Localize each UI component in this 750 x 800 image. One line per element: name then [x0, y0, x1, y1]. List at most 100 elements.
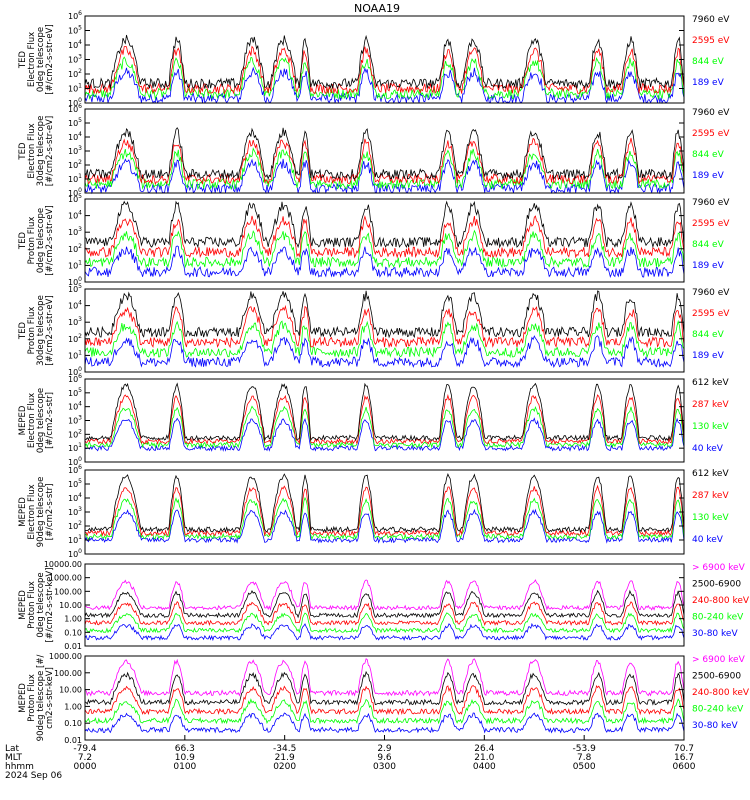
x-tick-mlt: 21.9	[275, 753, 295, 763]
x-tick-lat: 26.4	[474, 744, 494, 754]
legend-entry: 189 eV	[692, 171, 725, 181]
x-tick-mlt: 16.7	[674, 753, 694, 763]
y-tick-label: 101	[68, 83, 82, 94]
series-5-4-line	[84, 417, 685, 452]
y-tick-label: 0.10	[64, 628, 82, 637]
series-5-1-line	[84, 382, 685, 442]
y-axis-label: [#/cm2-s-str]	[45, 392, 55, 449]
legend-entry: > 6900 keV	[692, 563, 746, 573]
series-7-2-line	[84, 589, 685, 619]
y-axis-label: [#/cm2-s-str-eV]	[45, 116, 55, 186]
legend-entry: 30-80 keV	[692, 629, 738, 639]
x-tick-mlt: 21.0	[474, 753, 494, 763]
series-6-1-line	[84, 472, 685, 534]
y-tick-label: 101	[68, 173, 82, 184]
panels: 100 101 102 103 104 105 106 TED Electron Flux 0de…	[18, 10, 750, 745]
y-tick-label: 102	[68, 68, 82, 79]
y-axis-label: cm2-s-str-keV]	[45, 667, 55, 729]
y-tick-label: 102	[68, 159, 82, 170]
series-3-3-line	[84, 229, 685, 269]
legend-entry: 130 keV	[692, 513, 729, 523]
legend-entry: 189 eV	[692, 261, 725, 271]
y-tick-label: 100.00	[54, 587, 82, 596]
series-3-4-line	[84, 245, 685, 279]
y-tick-label: 0.01	[64, 736, 82, 745]
y-axis-label: [#/cm2-s-str]	[45, 484, 55, 541]
x-tick-lat: -34.5	[273, 744, 296, 754]
y-tick-label: 100	[68, 366, 82, 377]
y-tick-label: 100	[68, 97, 82, 108]
y-axis-label: 0deg telescope	[36, 572, 46, 637]
y-tick-label: 10000.00	[44, 560, 82, 569]
y-tick-label: 106	[68, 373, 82, 384]
legend-entry: 287 keV	[692, 400, 729, 410]
legend-entry: 2500-6900	[692, 672, 741, 682]
y-tick-label: 104	[68, 300, 82, 311]
x-tick-hhmm: 0000	[74, 762, 97, 772]
y-tick-label: 103	[68, 506, 82, 517]
y-axis-label: 0deg telescope	[36, 27, 46, 92]
y-axis-label: TED	[18, 142, 28, 161]
x-tick-hhmm: 0300	[373, 762, 396, 772]
series-2-2-line	[84, 137, 685, 186]
y-tick-label: 104	[68, 401, 82, 412]
x-tick-lat: -79.4	[73, 744, 97, 754]
x-tick-mlt: 7.2	[78, 753, 92, 763]
y-axis-label: 30deg telescope	[36, 295, 46, 366]
y-tick-label: 1.00	[64, 702, 82, 711]
panel-5: 100 101 102 103 104 105 106 MEPED Electron Flux 0…	[18, 373, 729, 467]
legend-entry: 7960 eV	[692, 288, 730, 298]
y-tick-label: 104	[68, 131, 82, 142]
y-tick-label: 105	[68, 117, 82, 128]
legend-entry: 80-240 keV	[692, 613, 744, 623]
y-axis-label: Electron Flux	[27, 123, 37, 178]
x-tick-hhmm: 0500	[573, 762, 596, 772]
series-5-2-line	[84, 393, 685, 445]
y-tick-label: 105	[68, 478, 82, 489]
series-8-4-line	[84, 698, 685, 725]
series-4-1-line	[84, 290, 685, 339]
y-axis-label: Proton Flux	[27, 674, 37, 722]
y-tick-label: 100	[68, 276, 82, 287]
y-tick-label: 102	[68, 428, 82, 439]
x-axis-row-label: 2024 Sep 06	[5, 771, 62, 781]
x-tick-hhmm: 0600	[673, 762, 696, 772]
legend-entry: > 6900 keV	[692, 655, 746, 665]
series-7-5-line	[84, 622, 685, 642]
y-tick-label: 106	[68, 103, 82, 114]
y-tick-label: 103	[68, 316, 82, 327]
series-1-3-line	[84, 56, 685, 101]
y-tick-label: 106	[68, 464, 82, 475]
series-3-2-line	[85, 215, 685, 259]
y-axis-label: MEPED	[18, 683, 28, 713]
y-axis-label: MEPED	[18, 497, 28, 527]
legend-entry: 240-800 keV	[692, 688, 750, 698]
y-tick-label: 103	[68, 145, 82, 156]
y-tick-label: 100	[68, 548, 82, 559]
y-tick-label: 1.00	[64, 615, 82, 624]
y-axis-label: MEPED	[18, 590, 28, 620]
series-8-1-line	[84, 658, 685, 697]
legend-entry: 844 eV	[692, 330, 725, 340]
legend-entry: 189 eV	[692, 78, 725, 88]
series-2-3-line	[84, 147, 685, 191]
x-tick-lat: 70.7	[674, 744, 694, 754]
legend-entry: 612 keV	[692, 469, 729, 479]
y-axis-label: Proton Flux	[27, 217, 37, 265]
y-tick-label: 100	[68, 187, 82, 198]
y-axis-label: Proton Flux	[27, 581, 37, 629]
y-tick-label: 102	[68, 333, 82, 344]
x-tick-mlt: 10.9	[175, 753, 195, 763]
y-tick-label: 101	[68, 442, 82, 453]
legend-entry: 7960 eV	[692, 198, 730, 208]
y-tick-label: 101	[68, 349, 82, 360]
series-2-1-line	[84, 127, 685, 181]
y-tick-label: 104	[68, 39, 82, 50]
legend-entry: 844 eV	[692, 150, 725, 160]
y-axis-label: 0deg telescope	[36, 208, 46, 273]
panel-1: 100 101 102 103 104 105 106 TED Electron Flux 0de…	[18, 10, 730, 108]
y-axis-label: 30deg telescope	[36, 116, 46, 187]
panel-6: 100 101 102 103 104 105 106 MEPED Electron Flux 9…	[18, 464, 729, 559]
